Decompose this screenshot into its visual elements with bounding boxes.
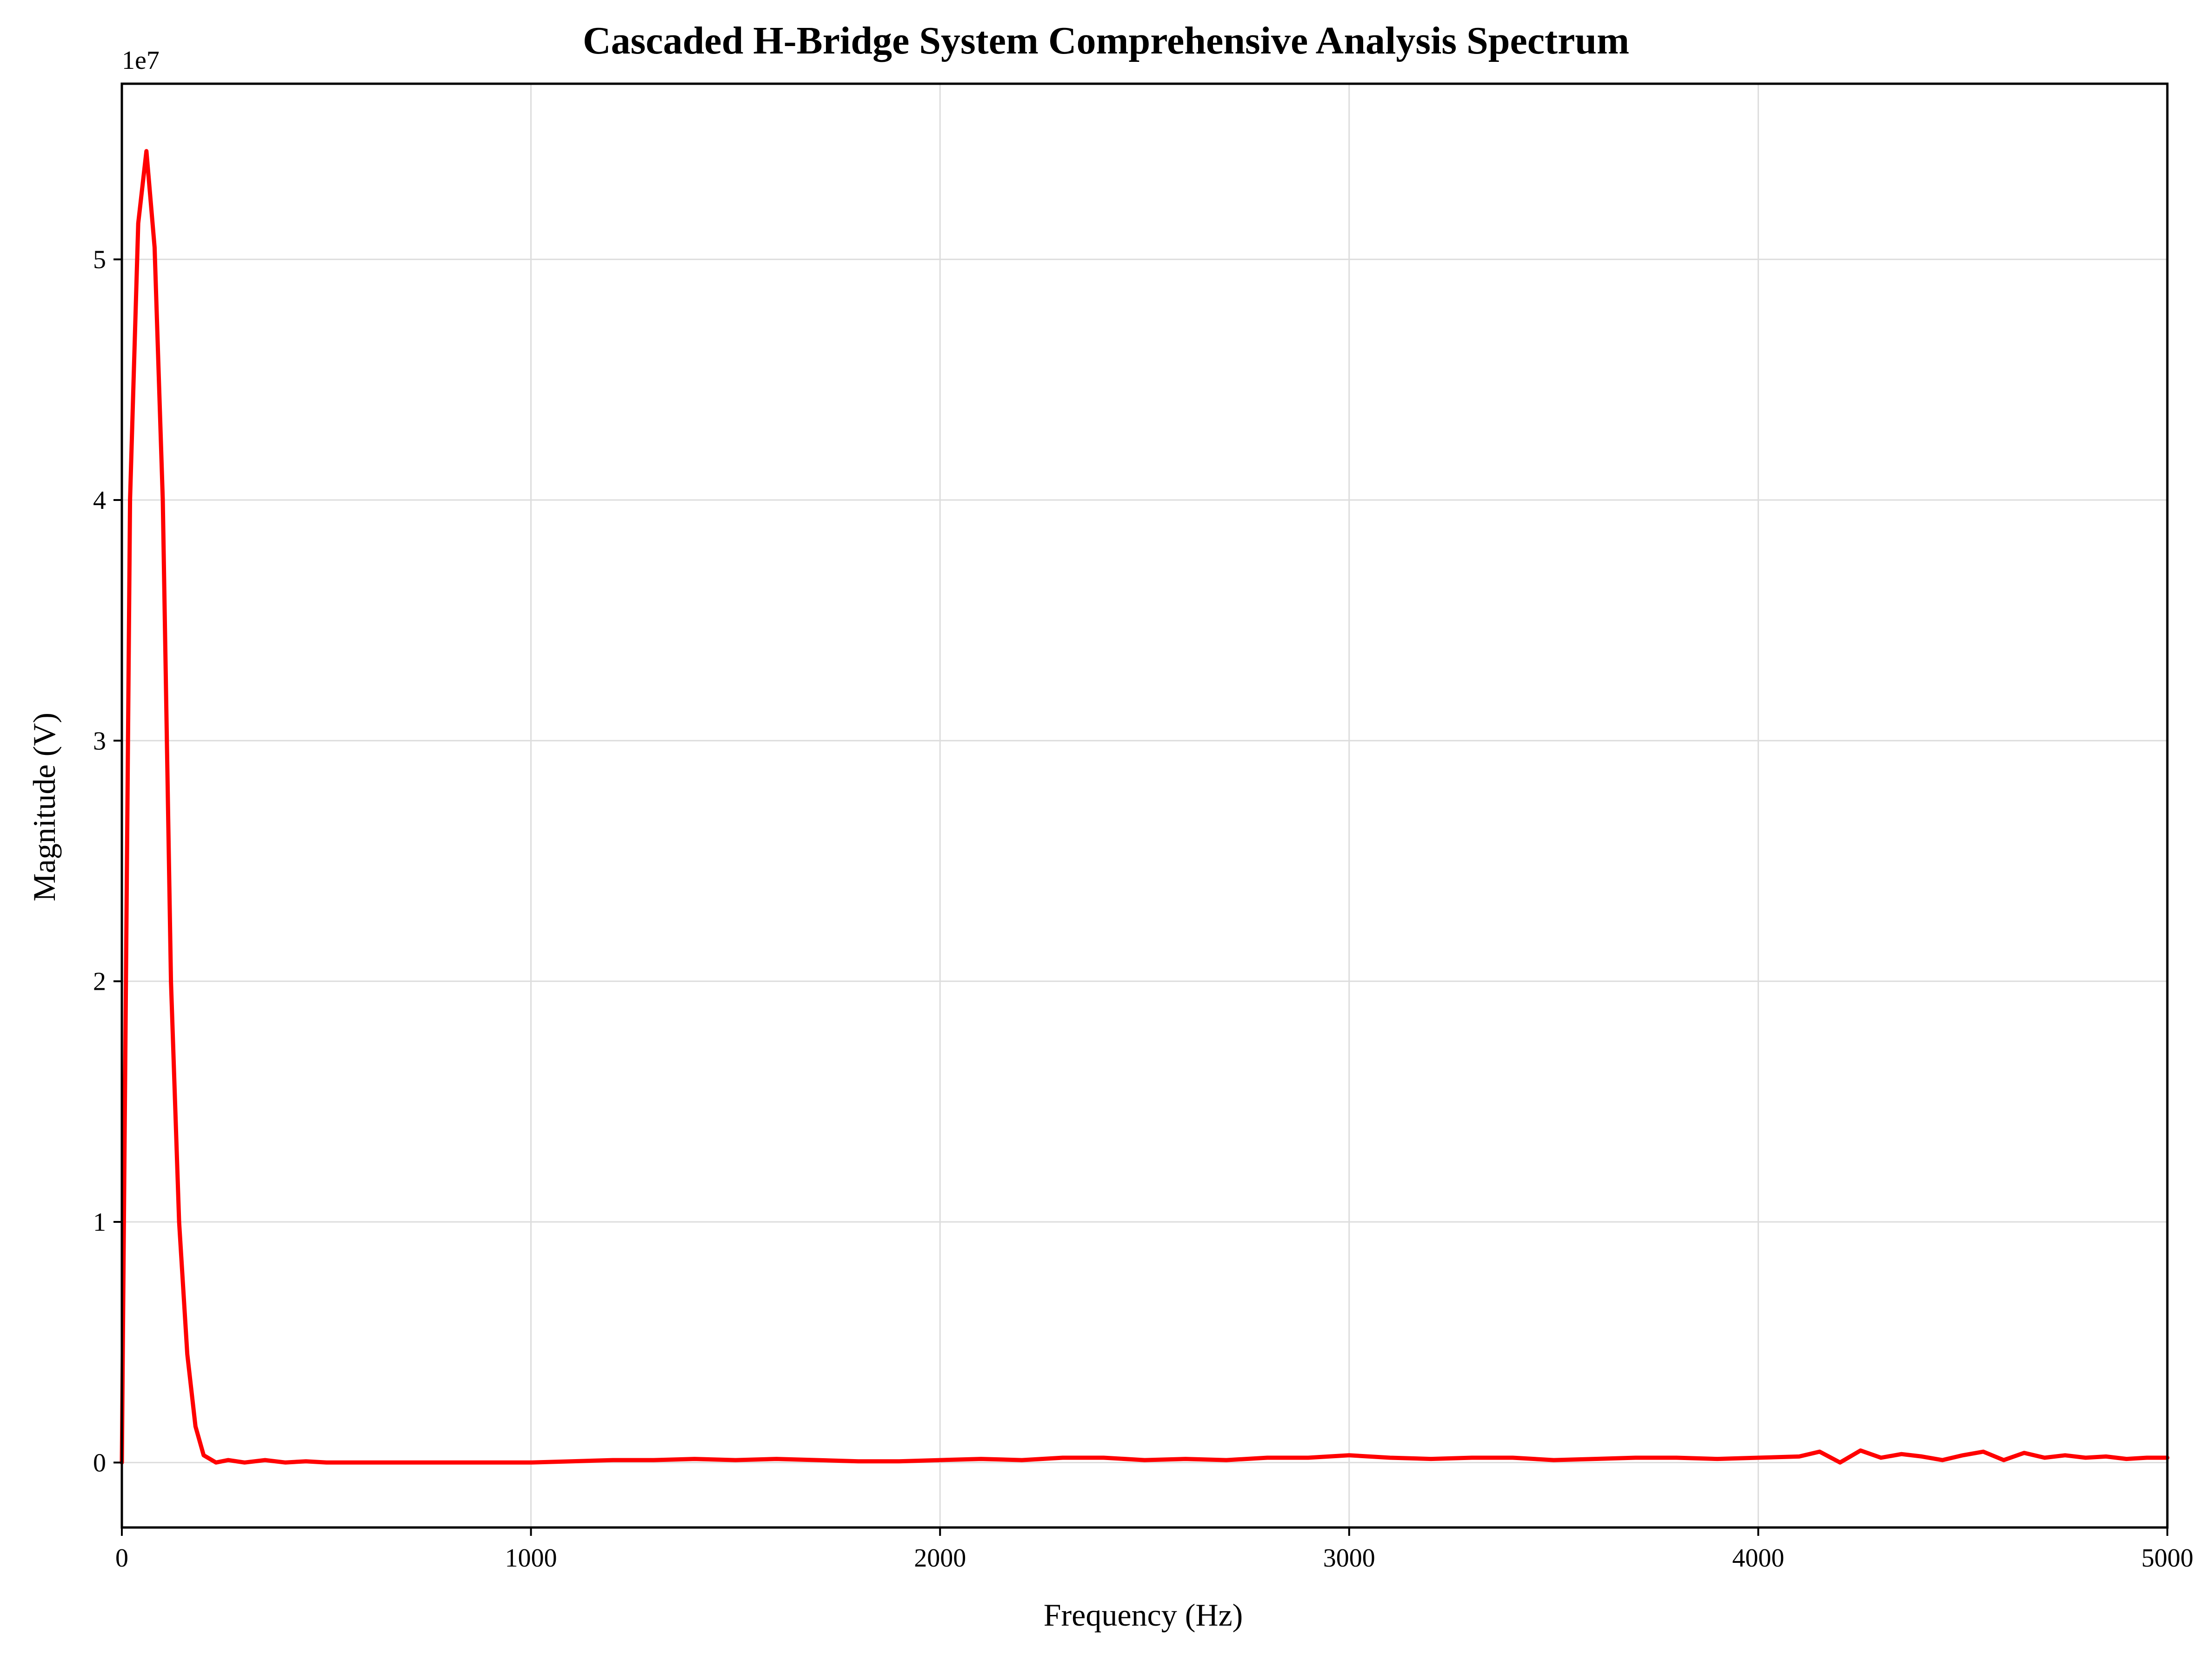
x-tick-label: 0: [115, 1544, 128, 1573]
x-tick-label: 1000: [505, 1544, 557, 1573]
y-tick-label: 1: [93, 1208, 106, 1237]
y-axis-label: Magnitude (V): [27, 713, 62, 901]
axes-frame: [120, 82, 2169, 1529]
x-axis-ticks: 0 1000 2000 3000 4000 5000: [115, 1527, 2193, 1573]
x-tick-label: 5000: [2141, 1544, 2193, 1573]
y-tick-label: 0: [93, 1448, 106, 1477]
plot-area: [120, 149, 2170, 1465]
magnitude-series-line: [120, 149, 2170, 1465]
y-tick-label: 5: [93, 246, 106, 274]
x-axis-label: Frequency (Hz): [1044, 1597, 1243, 1633]
y-tick-label: 4: [93, 486, 106, 515]
y-tick-label: 2: [93, 967, 106, 996]
chart-title: Cascaded H-Bridge System Comprehensive A…: [583, 19, 1629, 62]
x-tick-label: 3000: [1323, 1544, 1375, 1573]
x-tick-label: 4000: [1732, 1544, 1784, 1573]
x-tick-label: 2000: [914, 1544, 966, 1573]
y-axis-multiplier: 1e7: [122, 46, 160, 75]
y-tick-label: 3: [93, 727, 106, 755]
y-axis-ticks: 0 1 2 3 4 5: [93, 246, 122, 1477]
